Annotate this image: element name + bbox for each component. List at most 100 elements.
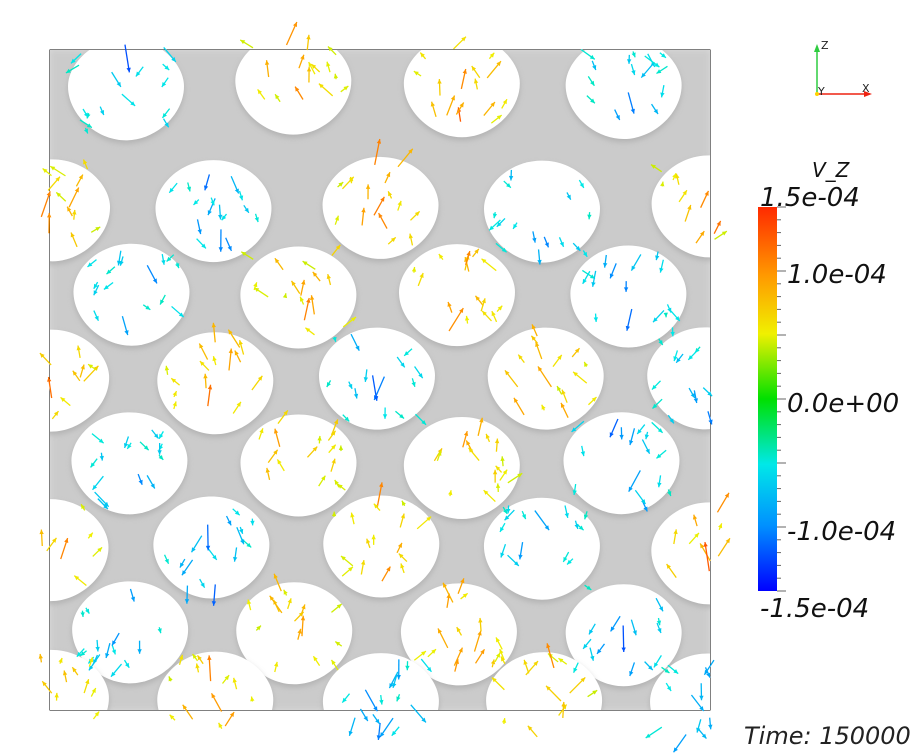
velocity-arrow-head — [265, 467, 270, 473]
velocity-arrow-head — [145, 305, 151, 310]
velocity-arrow-head — [98, 438, 104, 444]
velocity-arrow-head — [212, 356, 217, 362]
velocity-arrow-head — [666, 563, 671, 569]
velocity-arrow-head — [39, 529, 44, 535]
lattice-hole — [322, 653, 439, 710]
velocity-arrow-head — [67, 206, 72, 212]
velocity-arrow-head — [388, 191, 393, 197]
lattice-hole — [403, 50, 520, 138]
lattice-hole — [236, 582, 353, 685]
velocity-arrow-head — [421, 717, 426, 723]
velocity-arrow-head — [111, 649, 116, 655]
velocity-arrow-head — [47, 377, 52, 382]
velocity-arrow-head — [111, 671, 116, 677]
velocity-arrow-head — [157, 628, 162, 634]
velocity-arrow-head — [592, 65, 597, 71]
velocity-arrow-head — [682, 190, 687, 196]
lattice-hole — [323, 495, 440, 598]
velocity-arrow-head — [355, 345, 360, 351]
velocity-arrow-head — [468, 447, 474, 453]
velocity-arrow-head — [603, 262, 608, 268]
velocity-arrow-head — [211, 322, 216, 328]
velocity-arrow-head — [342, 697, 347, 703]
velocity-arrow-head — [656, 453, 662, 459]
velocity-arrow-head — [450, 95, 455, 101]
velocity-arrow-head — [193, 200, 199, 205]
velocity-arrow-head — [229, 712, 235, 718]
velocity-arrow-head — [274, 258, 280, 264]
velocity-arrow-head — [86, 123, 92, 128]
velocity-arrow-head — [257, 375, 263, 381]
velocity-arrow-head — [419, 272, 424, 278]
velocity-arrow-head — [247, 599, 252, 605]
velocity-arrow-head — [175, 263, 180, 269]
velocity-arrow-head — [92, 484, 98, 490]
velocity-arrow-head — [332, 336, 337, 342]
velocity-arrow-head — [233, 556, 238, 562]
velocity-arrow-head — [398, 553, 404, 559]
velocity-arrow-head — [641, 499, 646, 505]
velocity-arrow-head — [327, 46, 333, 52]
velocity-arrow-head — [256, 625, 261, 631]
velocity-arrow-head — [420, 52, 425, 58]
velocity-arrow-head — [321, 475, 326, 481]
velocity-arrow-head — [172, 391, 177, 397]
velocity-arrow-head — [88, 532, 93, 538]
velocity-arrow-head — [312, 271, 318, 277]
velocity-arrow-head — [676, 357, 681, 363]
velocity-arrow-head — [481, 298, 486, 304]
velocity-arrow-head — [460, 578, 465, 584]
velocity-arrow-head — [475, 295, 480, 301]
velocity-arrow-head — [305, 327, 311, 333]
velocity-arrow-head — [203, 185, 209, 191]
velocity-arrow-head — [70, 232, 75, 238]
velocity-arrow-head — [645, 448, 650, 454]
lattice-hole — [398, 244, 515, 347]
velocity-arrow-head — [396, 674, 401, 680]
velocity-arrow-head — [518, 354, 523, 360]
velocity-arrow-head — [502, 99, 507, 105]
lattice-hole — [240, 246, 357, 349]
velocity-arrow-head — [353, 393, 359, 399]
velocity-arrow-head — [414, 211, 420, 217]
velocity-arrow-head — [273, 428, 279, 434]
velocity-arrow-head — [447, 301, 452, 307]
velocity-arrow-head — [84, 128, 89, 134]
velocity-arrow-head — [411, 266, 417, 272]
velocity-arrow-head — [508, 175, 514, 181]
velocity-arrow-head — [575, 245, 581, 251]
velocity-arrow-head — [135, 71, 141, 77]
velocity-arrow-head — [337, 484, 343, 489]
velocity-arrow-head — [87, 262, 93, 267]
velocity-arrow-head — [168, 676, 173, 682]
velocity-arrow-head — [708, 724, 713, 730]
velocity-arrow-head — [234, 350, 239, 356]
velocity-arrow-head — [363, 716, 368, 721]
orientation-axes — [814, 44, 872, 97]
velocity-arrow-head — [473, 78, 479, 84]
velocity-arrow-head — [531, 324, 536, 330]
velocity-arrow-head — [273, 449, 278, 455]
lattice-hole — [403, 417, 520, 520]
velocity-arrow-head — [306, 298, 311, 303]
velocity-arrow-head — [91, 688, 96, 694]
velocity-arrow-head — [85, 608, 90, 614]
velocity-arrow-head — [482, 310, 487, 316]
velocity-arrow-head — [349, 176, 354, 182]
velocity-arrow-head — [54, 692, 59, 698]
velocity-arrow-head — [348, 383, 353, 389]
velocity-arrow-head — [103, 504, 108, 510]
velocity-arrow-head — [228, 348, 233, 354]
velocity-arrow-head — [78, 174, 83, 180]
velocity-arrow-head — [376, 735, 381, 740]
velocity-arrow-head — [658, 606, 663, 612]
velocity-arrow-head — [218, 247, 223, 252]
velocity-arrow-head — [171, 378, 177, 383]
velocity-arrow-head — [426, 516, 432, 522]
velocity-arrow-head — [210, 200, 215, 206]
velocity-arrow-head — [254, 287, 260, 293]
velocity-arrow-head — [673, 356, 678, 362]
velocity-arrow-head — [275, 94, 280, 100]
velocity-arrow-head — [544, 525, 550, 531]
